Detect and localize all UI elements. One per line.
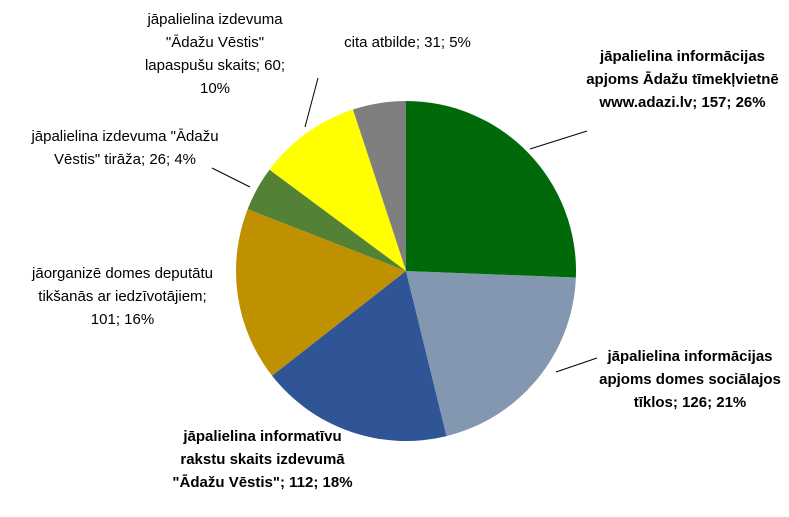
pie-slice [406,271,576,437]
pie-slice [236,209,406,376]
data-label: jāpalielina informācijas apjoms Ādažu tī… [586,48,779,111]
data-label: jāpalielina izdevuma "Ādažu Vēstis" tirā… [31,128,219,168]
data-label: jāpalielina izdevuma "Ādažu Vēstis" lapa… [144,11,286,97]
leader-line [529,130,588,150]
pie-slice [272,271,447,441]
pie-slice [352,101,406,271]
data-label: jāpalielina informatīvu rakstu skaits iz… [172,428,353,491]
data-label: jāpalielina informācijas apjoms domes so… [599,348,781,411]
pie-slice [269,109,406,272]
leader-line [304,77,319,128]
data-label: jāorganizē domes deputātu tikšanās ar ie… [32,265,213,328]
pie-slice [406,101,577,278]
pie-slice [247,169,406,271]
leader-line [555,357,598,373]
data-label: cita atbilde; 31; 5% [344,34,471,51]
leader-line [211,167,251,188]
